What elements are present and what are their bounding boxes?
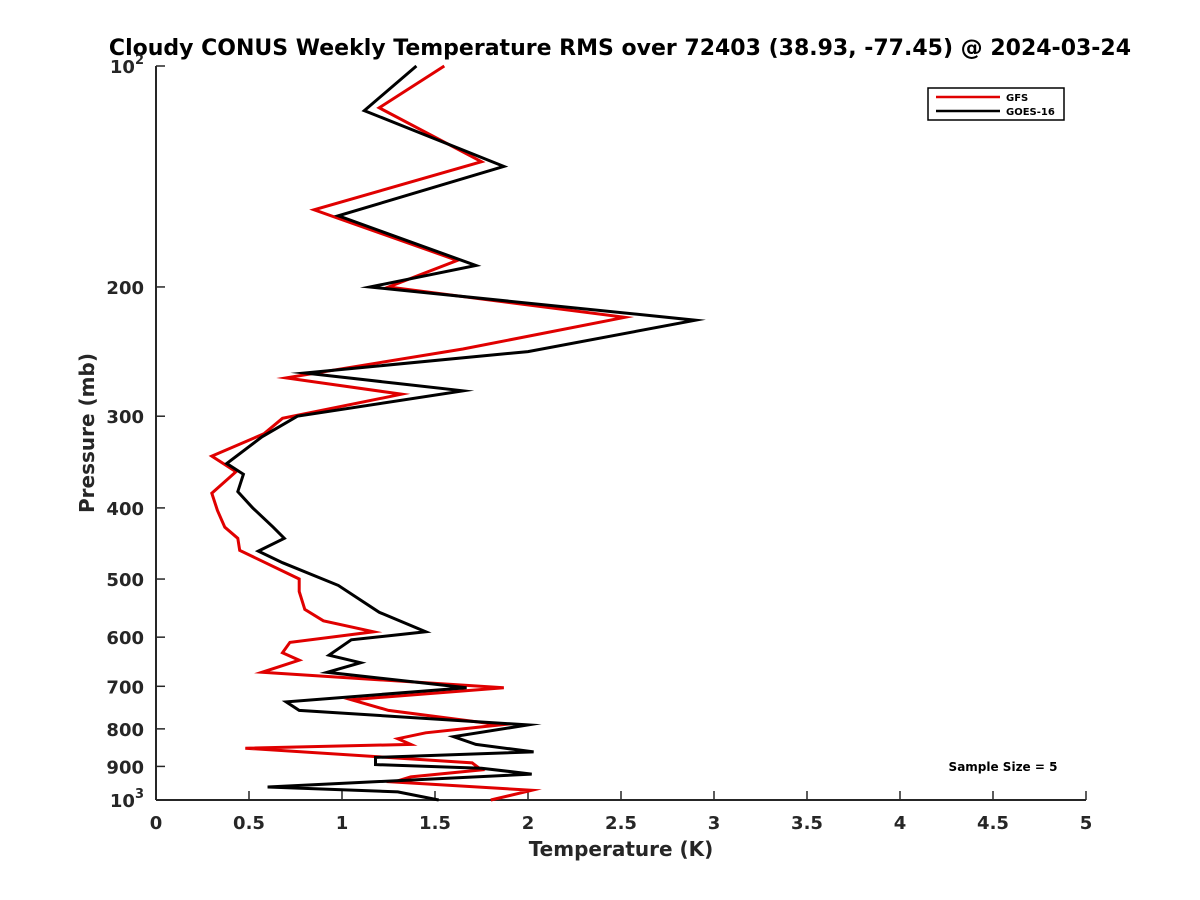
y-tick-label: 300 bbox=[106, 407, 144, 428]
x-tick-label: 2.5 bbox=[605, 813, 637, 834]
y-tick-label: 400 bbox=[106, 499, 144, 520]
y-tick-label: 103 bbox=[110, 787, 144, 812]
x-tick-label: 1.5 bbox=[419, 813, 451, 834]
x-axis-label: Temperature (K) bbox=[529, 837, 714, 861]
series-line-gfs bbox=[208, 64, 635, 802]
plot-area bbox=[155, 66, 1086, 801]
sample-size-annotation: Sample Size = 5 bbox=[949, 760, 1058, 774]
x-tick-label: 0.5 bbox=[233, 813, 265, 834]
y-tick-label: 900 bbox=[106, 757, 144, 778]
x-axis-ticks: 0 0.5 1 1.5 2 2.5 3 3.5 4 4.5 5 bbox=[150, 791, 1093, 834]
x-tick-label: 4.5 bbox=[977, 813, 1009, 834]
y-tick-label: 200 bbox=[106, 278, 144, 299]
legend-box bbox=[927, 87, 1065, 121]
x-tick-label: 1 bbox=[336, 813, 349, 834]
x-tick-label: 5 bbox=[1080, 813, 1093, 834]
series-layer bbox=[208, 64, 706, 802]
legend-label-gfs: GFS bbox=[1006, 93, 1028, 104]
y-tick-label: 102 bbox=[110, 53, 144, 78]
y-axis-label: Pressure (mb) bbox=[75, 353, 99, 513]
y-tick-base: 10 bbox=[110, 57, 135, 78]
y-tick-exponent: 3 bbox=[135, 787, 144, 802]
y-tick-exponent: 2 bbox=[135, 53, 144, 68]
series-line-goes16 bbox=[224, 64, 706, 802]
y-tick-base: 10 bbox=[110, 791, 135, 812]
x-tick-label: 2 bbox=[522, 813, 535, 834]
x-tick-label: 0 bbox=[150, 813, 163, 834]
x-tick-label: 4 bbox=[894, 813, 907, 834]
legend-label-goes16: GOES-16 bbox=[1006, 107, 1055, 118]
y-tick-label: 700 bbox=[106, 677, 144, 698]
x-tick-label: 3 bbox=[708, 813, 721, 834]
legend: GFS GOES-16 bbox=[927, 87, 1065, 121]
y-tick-label: 500 bbox=[106, 570, 144, 591]
y-tick-label: 600 bbox=[106, 628, 144, 649]
x-tick-label: 3.5 bbox=[791, 813, 823, 834]
y-tick-label: 800 bbox=[106, 720, 144, 741]
chart-title: Cloudy CONUS Weekly Temperature RMS over… bbox=[109, 36, 1131, 61]
